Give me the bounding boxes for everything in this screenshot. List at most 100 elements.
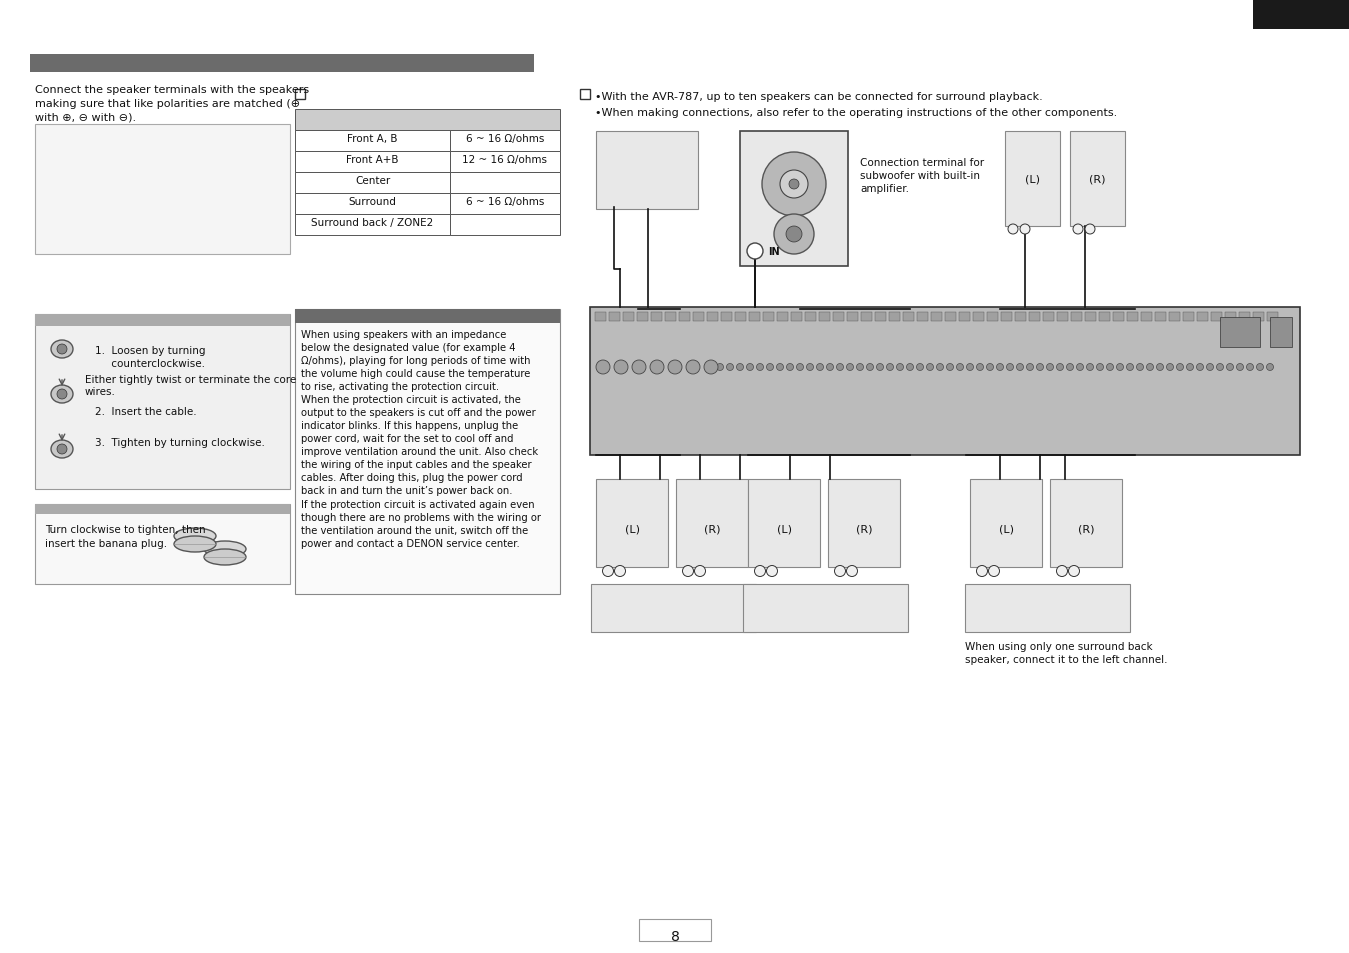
Bar: [1253, 0, 1349, 30]
Circle shape: [746, 364, 754, 371]
Bar: [451, 131, 560, 152]
Circle shape: [1176, 364, 1183, 371]
Circle shape: [1097, 364, 1103, 371]
Circle shape: [807, 364, 813, 371]
Bar: [679, 313, 689, 322]
Bar: [747, 479, 820, 567]
Circle shape: [716, 364, 723, 371]
Bar: [876, 313, 886, 322]
Ellipse shape: [51, 386, 73, 403]
Bar: [591, 584, 755, 633]
Circle shape: [986, 364, 993, 371]
Text: 6 ~ 16 Ω/ohms: 6 ~ 16 Ω/ohms: [465, 196, 544, 207]
Bar: [889, 313, 900, 322]
Bar: [1050, 479, 1122, 567]
Bar: [1141, 313, 1152, 322]
Circle shape: [989, 566, 1000, 577]
Circle shape: [877, 364, 884, 371]
Bar: [764, 313, 774, 322]
Text: Center: Center: [355, 175, 390, 186]
Text: 1.  Loosen by turning
     counterclockwise.: 1. Loosen by turning counterclockwise.: [94, 346, 205, 369]
Bar: [35, 314, 290, 490]
Bar: [749, 313, 759, 322]
Text: 8: 8: [670, 929, 680, 943]
Circle shape: [1036, 364, 1044, 371]
Circle shape: [1126, 364, 1133, 371]
Circle shape: [737, 364, 743, 371]
Text: 2.  Insert the cable.: 2. Insert the cable.: [94, 407, 197, 416]
Text: 3.  Tighten by turning clockwise.: 3. Tighten by turning clockwise.: [94, 437, 264, 448]
Circle shape: [777, 364, 784, 371]
Text: (R): (R): [1078, 524, 1094, 535]
Circle shape: [907, 364, 913, 371]
Ellipse shape: [174, 529, 216, 544]
Circle shape: [927, 364, 934, 371]
Bar: [295, 172, 451, 193]
Bar: [451, 193, 560, 214]
Bar: [1029, 313, 1040, 322]
Ellipse shape: [614, 360, 629, 375]
Circle shape: [1008, 225, 1018, 234]
Bar: [1005, 132, 1060, 227]
Circle shape: [1147, 364, 1153, 371]
Bar: [791, 313, 803, 322]
Bar: [596, 132, 697, 210]
Bar: [1267, 313, 1278, 322]
Circle shape: [977, 364, 983, 371]
Circle shape: [1067, 364, 1074, 371]
Bar: [623, 313, 634, 322]
Ellipse shape: [174, 537, 216, 553]
Circle shape: [1072, 225, 1083, 234]
Circle shape: [1187, 364, 1194, 371]
Circle shape: [835, 566, 846, 577]
Bar: [608, 313, 621, 322]
Bar: [580, 90, 590, 100]
Bar: [1238, 313, 1251, 322]
Circle shape: [857, 364, 863, 371]
Text: (L): (L): [625, 524, 639, 535]
Bar: [1043, 313, 1054, 322]
Ellipse shape: [668, 360, 683, 375]
Text: When using speakers with an impedance
below the designated value (for example 4
: When using speakers with an impedance be…: [301, 330, 541, 548]
Text: Surround: Surround: [348, 196, 397, 207]
Bar: [959, 313, 970, 322]
Bar: [35, 314, 290, 327]
Circle shape: [1017, 364, 1024, 371]
Circle shape: [796, 364, 804, 371]
Circle shape: [1167, 364, 1174, 371]
Circle shape: [615, 566, 626, 577]
Bar: [1058, 313, 1068, 322]
Bar: [1113, 313, 1124, 322]
Ellipse shape: [650, 360, 664, 375]
Bar: [652, 313, 662, 322]
Bar: [639, 919, 711, 941]
Circle shape: [1237, 364, 1244, 371]
Circle shape: [1027, 364, 1033, 371]
Circle shape: [1106, 364, 1113, 371]
Bar: [819, 313, 830, 322]
Circle shape: [947, 364, 954, 371]
Bar: [970, 479, 1041, 567]
Bar: [1085, 313, 1095, 322]
Circle shape: [57, 345, 67, 355]
Bar: [295, 310, 560, 324]
Bar: [902, 313, 915, 322]
Circle shape: [603, 566, 614, 577]
Circle shape: [916, 364, 924, 371]
Bar: [295, 90, 305, 100]
Bar: [917, 313, 928, 322]
Bar: [451, 152, 560, 172]
Text: (L): (L): [998, 524, 1013, 535]
Circle shape: [766, 566, 777, 577]
Bar: [1211, 313, 1222, 322]
Bar: [665, 313, 676, 322]
Circle shape: [762, 152, 826, 216]
Circle shape: [977, 566, 987, 577]
Circle shape: [1006, 364, 1013, 371]
Text: 12 ~ 16 Ω/ohms: 12 ~ 16 Ω/ohms: [463, 154, 548, 165]
Text: When using only one surround back
speaker, connect it to the left channel.: When using only one surround back speake…: [965, 641, 1167, 664]
Bar: [805, 313, 816, 322]
Ellipse shape: [704, 360, 718, 375]
Ellipse shape: [204, 541, 246, 558]
Circle shape: [966, 364, 974, 371]
